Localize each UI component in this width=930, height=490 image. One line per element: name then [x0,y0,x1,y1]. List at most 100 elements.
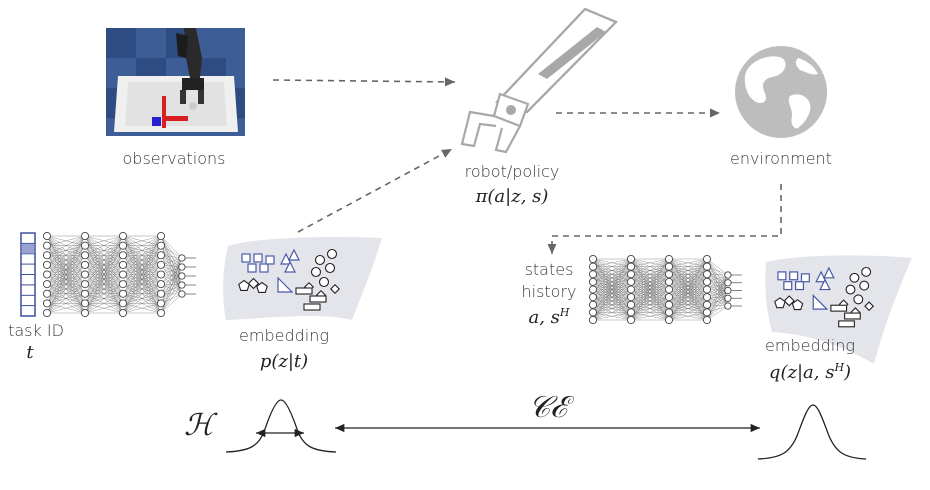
network-node [664,277,674,286]
network-output-node [724,271,732,279]
network-node [702,262,712,271]
embedding-right-shapes [774,266,875,328]
network-node [626,270,636,279]
network-node [80,308,90,318]
encoder-network-left [42,231,196,318]
states-label: states [524,260,574,279]
observation-image [106,28,245,136]
network-node [80,231,90,241]
network-output-node [178,263,186,271]
history-label: history [521,282,577,301]
network-node [664,308,674,317]
network-node [626,254,636,264]
network-node [588,308,598,317]
network-node [156,299,166,308]
network-node [702,270,712,279]
network-node [156,270,166,279]
network-node [588,270,598,279]
network-node [626,277,636,286]
embedding-left-label: embedding [239,326,329,345]
arrow-observation-to-policy [272,77,456,87]
task-id-label: task ID [8,321,64,340]
network-node [702,315,712,325]
network-node [588,293,598,302]
network-output-node [178,272,186,280]
network-node [626,300,636,309]
network-node [42,299,52,308]
network-node [588,254,598,264]
network-output-node [178,254,186,262]
network-node [664,262,674,271]
policy-formula: π(a|z, s) [475,186,549,207]
network-node [156,308,166,318]
robot-gripper-icon [460,7,618,154]
network-output-node [724,286,732,295]
embedding-left-shapes [238,248,341,311]
network-node [156,289,166,298]
network-node [118,289,128,298]
task-variable: t [26,342,34,363]
environment-label: environment [730,149,832,168]
network-node [80,260,90,269]
network-output-node [178,281,186,289]
network-node [156,231,166,241]
network-node [588,285,598,294]
network-node [80,289,90,298]
network-node [664,300,674,309]
states-formula: a, sH [528,306,570,328]
network-node [42,241,52,250]
network-node [664,315,674,325]
embedding-left-formula: p(z|t) [259,351,309,372]
network-node [626,315,636,325]
network-node [118,308,128,318]
network-node [626,262,636,271]
network-node [626,293,636,302]
network-node [118,251,128,260]
network-node [42,260,52,269]
network-node [702,285,712,294]
network-output-node [724,302,732,310]
network-node [42,231,52,241]
network-node [80,270,90,279]
gaussian-right [757,404,867,460]
network-node [626,285,636,294]
network-node [118,270,128,279]
network-node [80,280,90,289]
network-node [80,251,90,260]
network-node [664,293,674,302]
network-node [42,251,52,260]
network-node [588,277,598,286]
network-node [156,260,166,269]
network-node [118,280,128,289]
network-node [42,270,52,279]
network-node [118,241,128,250]
network-node [156,241,166,250]
network-output-node [724,294,732,302]
network-node [664,285,674,294]
network-node [664,270,674,279]
network-node [588,300,598,309]
network-output-node [178,290,186,298]
network-node [42,308,52,318]
network-node [42,289,52,298]
network-node [156,280,166,289]
network-node [118,299,128,308]
network-node [702,308,712,317]
task-id-vector [20,232,36,317]
embedding-left-blob [223,236,382,320]
network-node [702,300,712,309]
robot-policy-label: robot/policy [464,162,560,181]
arrow-environment-to-states [547,184,782,254]
network-node [80,299,90,308]
cross-entropy-symbol: 𝒞ℰ [528,390,568,425]
network-node [702,293,712,302]
network-node [702,277,712,286]
network-node [80,241,90,250]
network-node [664,254,674,264]
network-node [588,315,598,325]
observations-label: observations [122,149,226,168]
entropy-symbol: ℋ [184,408,214,443]
network-node [156,251,166,260]
network-node [626,308,636,317]
